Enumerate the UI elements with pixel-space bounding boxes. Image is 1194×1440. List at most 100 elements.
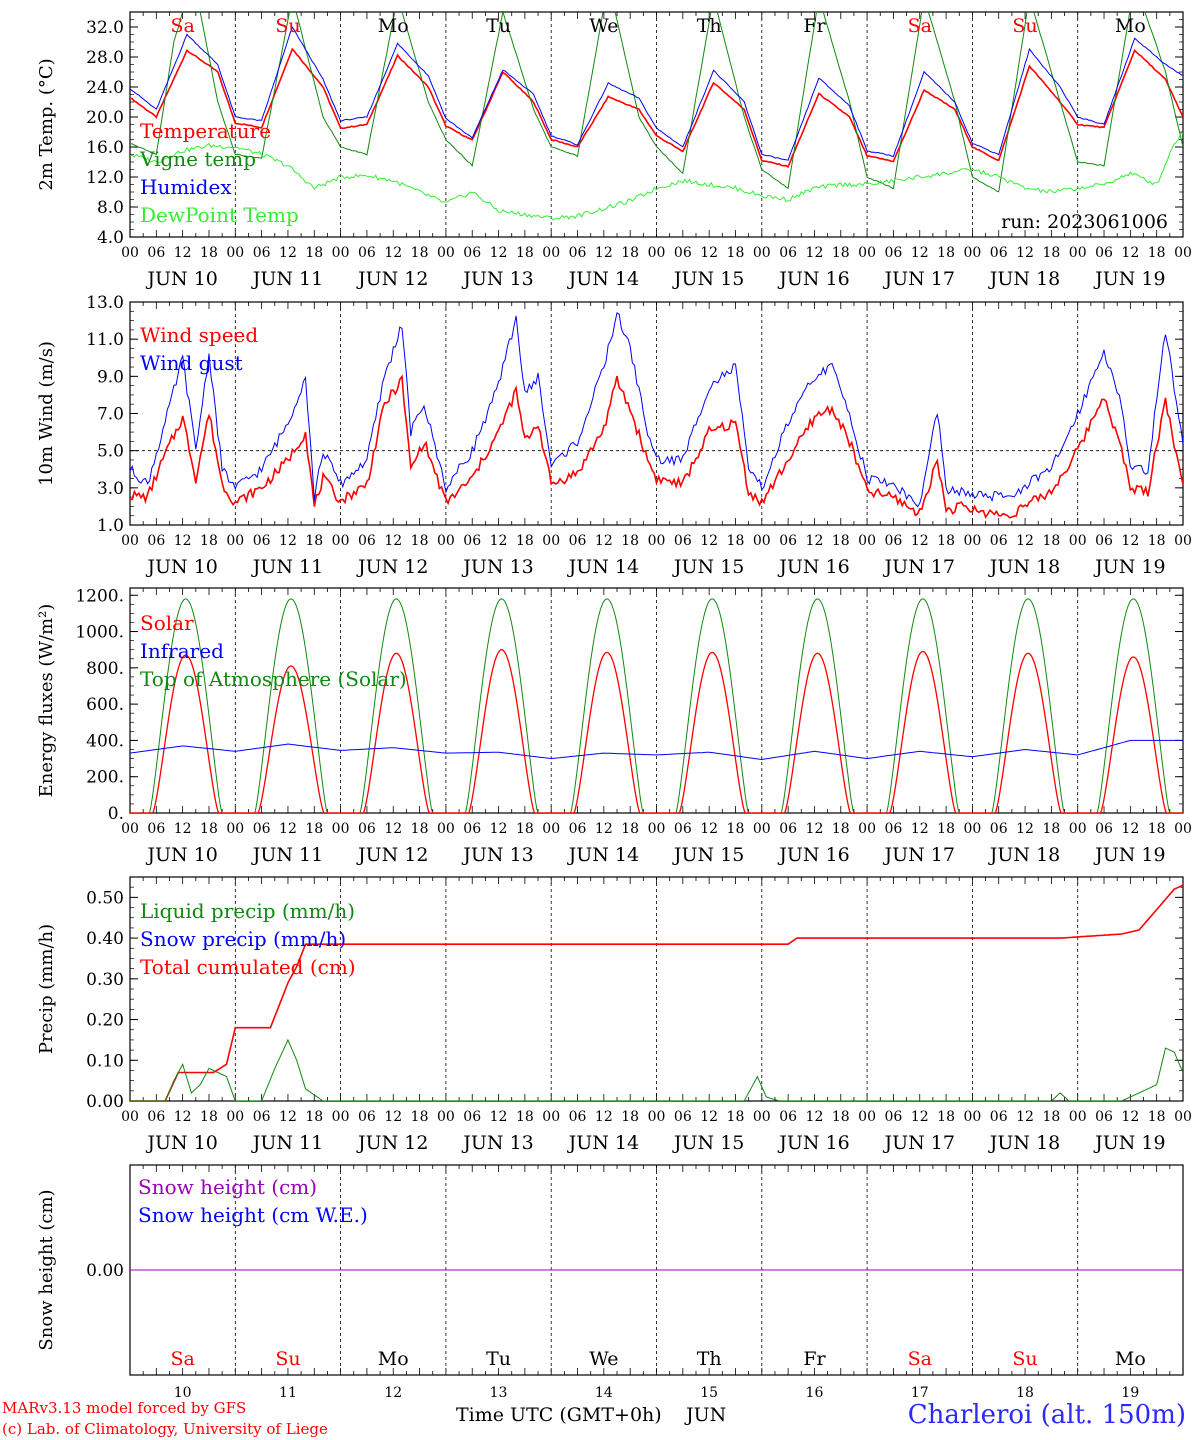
hour-tick-label: 12 bbox=[1121, 1109, 1139, 1125]
hour-tick-label: 12 bbox=[490, 245, 508, 261]
hour-tick-label: 00 bbox=[121, 245, 139, 261]
hour-tick-label: 12 bbox=[700, 533, 718, 549]
legend-entry: DewPoint Temp bbox=[140, 203, 299, 227]
hour-tick-label: 06 bbox=[463, 245, 481, 261]
hour-tick-label: 18 bbox=[1148, 821, 1166, 837]
hour-tick-label: 06 bbox=[990, 821, 1008, 837]
legend-entry: Vigne temp bbox=[139, 147, 256, 171]
hour-tick-label: 00 bbox=[858, 1109, 876, 1125]
hour-tick-label: 00 bbox=[332, 533, 350, 549]
hour-tick-label: 00 bbox=[542, 1109, 560, 1125]
date-label: JUN 16 bbox=[777, 556, 849, 578]
hour-tick-label: 00 bbox=[437, 245, 455, 261]
panel-3 bbox=[129, 587, 1184, 814]
hour-tick-label: 18 bbox=[516, 1109, 534, 1125]
hour-tick-label: 12 bbox=[806, 821, 824, 837]
hour-tick-label: 06 bbox=[1095, 245, 1113, 261]
date-label: JUN 14 bbox=[567, 556, 639, 578]
run-annotation: run: 2023061006 bbox=[1001, 211, 1168, 233]
hour-tick-label: 18 bbox=[200, 245, 218, 261]
hour-tick-label: 06 bbox=[358, 533, 376, 549]
hour-tick-label: 00 bbox=[121, 533, 139, 549]
hour-tick-label: 18 bbox=[832, 821, 850, 837]
hour-tick-label: 12 bbox=[174, 1109, 192, 1125]
legend-entry: Temperature bbox=[140, 119, 271, 143]
day-number-label: 16 bbox=[806, 1385, 824, 1401]
date-label: JUN 16 bbox=[777, 268, 849, 290]
hour-tick-label: 18 bbox=[1148, 533, 1166, 549]
day-name-label: Sa bbox=[170, 1348, 194, 1370]
y-axis-label: Precip (mm/h) bbox=[36, 924, 57, 1054]
hour-tick-label: 06 bbox=[885, 245, 903, 261]
legend-entry: Snow height (cm) bbox=[138, 1175, 317, 1199]
hour-tick-label: 06 bbox=[885, 533, 903, 549]
hour-tick-label: 12 bbox=[174, 821, 192, 837]
hour-tick-label: 12 bbox=[174, 245, 192, 261]
date-label: JUN 12 bbox=[356, 844, 428, 866]
hour-tick-label: 12 bbox=[384, 1109, 402, 1125]
panel-5 bbox=[129, 1164, 1184, 1376]
hour-tick-label: 00 bbox=[226, 533, 244, 549]
day-number-label: 13 bbox=[490, 1385, 508, 1401]
hour-tick-label: 06 bbox=[779, 821, 797, 837]
hour-tick-label: 00 bbox=[648, 245, 666, 261]
y-tick-label: 4.0 bbox=[97, 228, 124, 248]
day-number-label: 17 bbox=[911, 1385, 929, 1401]
panel-2 bbox=[129, 301, 1184, 526]
date-label: JUN 10 bbox=[145, 1132, 217, 1154]
hour-tick-label: 06 bbox=[358, 821, 376, 837]
hour-tick-label: 00 bbox=[858, 245, 876, 261]
hour-tick-label: 00 bbox=[1174, 1109, 1192, 1125]
hour-tick-label: 06 bbox=[147, 245, 165, 261]
hour-tick-label: 18 bbox=[1042, 533, 1060, 549]
hour-tick-label: 12 bbox=[806, 245, 824, 261]
hour-tick-label: 00 bbox=[1069, 1109, 1087, 1125]
day-name-label: Mo bbox=[1115, 15, 1146, 37]
y-tick-label: 0.10 bbox=[86, 1051, 124, 1071]
hour-tick-label: 12 bbox=[279, 245, 297, 261]
hour-tick-label: 00 bbox=[1174, 821, 1192, 837]
series-line-wind-speed bbox=[130, 374, 1183, 519]
day-name-label: Sa bbox=[908, 1348, 932, 1370]
day-name-label: Tu bbox=[486, 1348, 511, 1370]
legend-entry: Top of Atmosphere (Solar) bbox=[140, 667, 407, 691]
hour-tick-label: 06 bbox=[358, 1109, 376, 1125]
hour-tick-label: 12 bbox=[911, 245, 929, 261]
hour-tick-label: 06 bbox=[253, 245, 271, 261]
day-name-label: Th bbox=[697, 1348, 722, 1370]
day-name-label: Mo bbox=[378, 15, 409, 37]
hour-tick-label: 06 bbox=[779, 533, 797, 549]
date-label: JUN 10 bbox=[145, 556, 217, 578]
hour-tick-label: 18 bbox=[305, 533, 323, 549]
date-label: JUN 18 bbox=[988, 844, 1060, 866]
hour-tick-label: 00 bbox=[648, 1109, 666, 1125]
date-label: JUN 13 bbox=[461, 844, 533, 866]
hour-tick-label: 00 bbox=[332, 821, 350, 837]
y-tick-label: 24.0 bbox=[86, 78, 124, 98]
hour-tick-label: 06 bbox=[253, 821, 271, 837]
day-name-label: Sa bbox=[908, 15, 932, 37]
date-label: JUN 18 bbox=[988, 268, 1060, 290]
hour-tick-label: 18 bbox=[1042, 1109, 1060, 1125]
hour-tick-label: 00 bbox=[858, 821, 876, 837]
hour-tick-label: 12 bbox=[595, 821, 613, 837]
hour-tick-label: 06 bbox=[1095, 821, 1113, 837]
hour-tick-label: 12 bbox=[911, 821, 929, 837]
hour-tick-label: 00 bbox=[963, 1109, 981, 1125]
date-label: JUN 12 bbox=[356, 556, 428, 578]
y-tick-label: 7.0 bbox=[97, 405, 124, 425]
hour-tick-label: 06 bbox=[147, 821, 165, 837]
hour-tick-label: 12 bbox=[490, 1109, 508, 1125]
hour-tick-label: 00 bbox=[753, 245, 771, 261]
hour-tick-label: 18 bbox=[1042, 245, 1060, 261]
hour-tick-label: 18 bbox=[200, 533, 218, 549]
y-tick-label: 0.50 bbox=[86, 888, 124, 908]
hour-tick-label: 00 bbox=[332, 245, 350, 261]
hour-tick-label: 18 bbox=[516, 245, 534, 261]
legend-entry: Infrared bbox=[140, 639, 224, 663]
hour-tick-label: 12 bbox=[700, 1109, 718, 1125]
hour-tick-label: 00 bbox=[648, 533, 666, 549]
hour-tick-label: 06 bbox=[674, 245, 692, 261]
hour-tick-label: 18 bbox=[727, 821, 745, 837]
